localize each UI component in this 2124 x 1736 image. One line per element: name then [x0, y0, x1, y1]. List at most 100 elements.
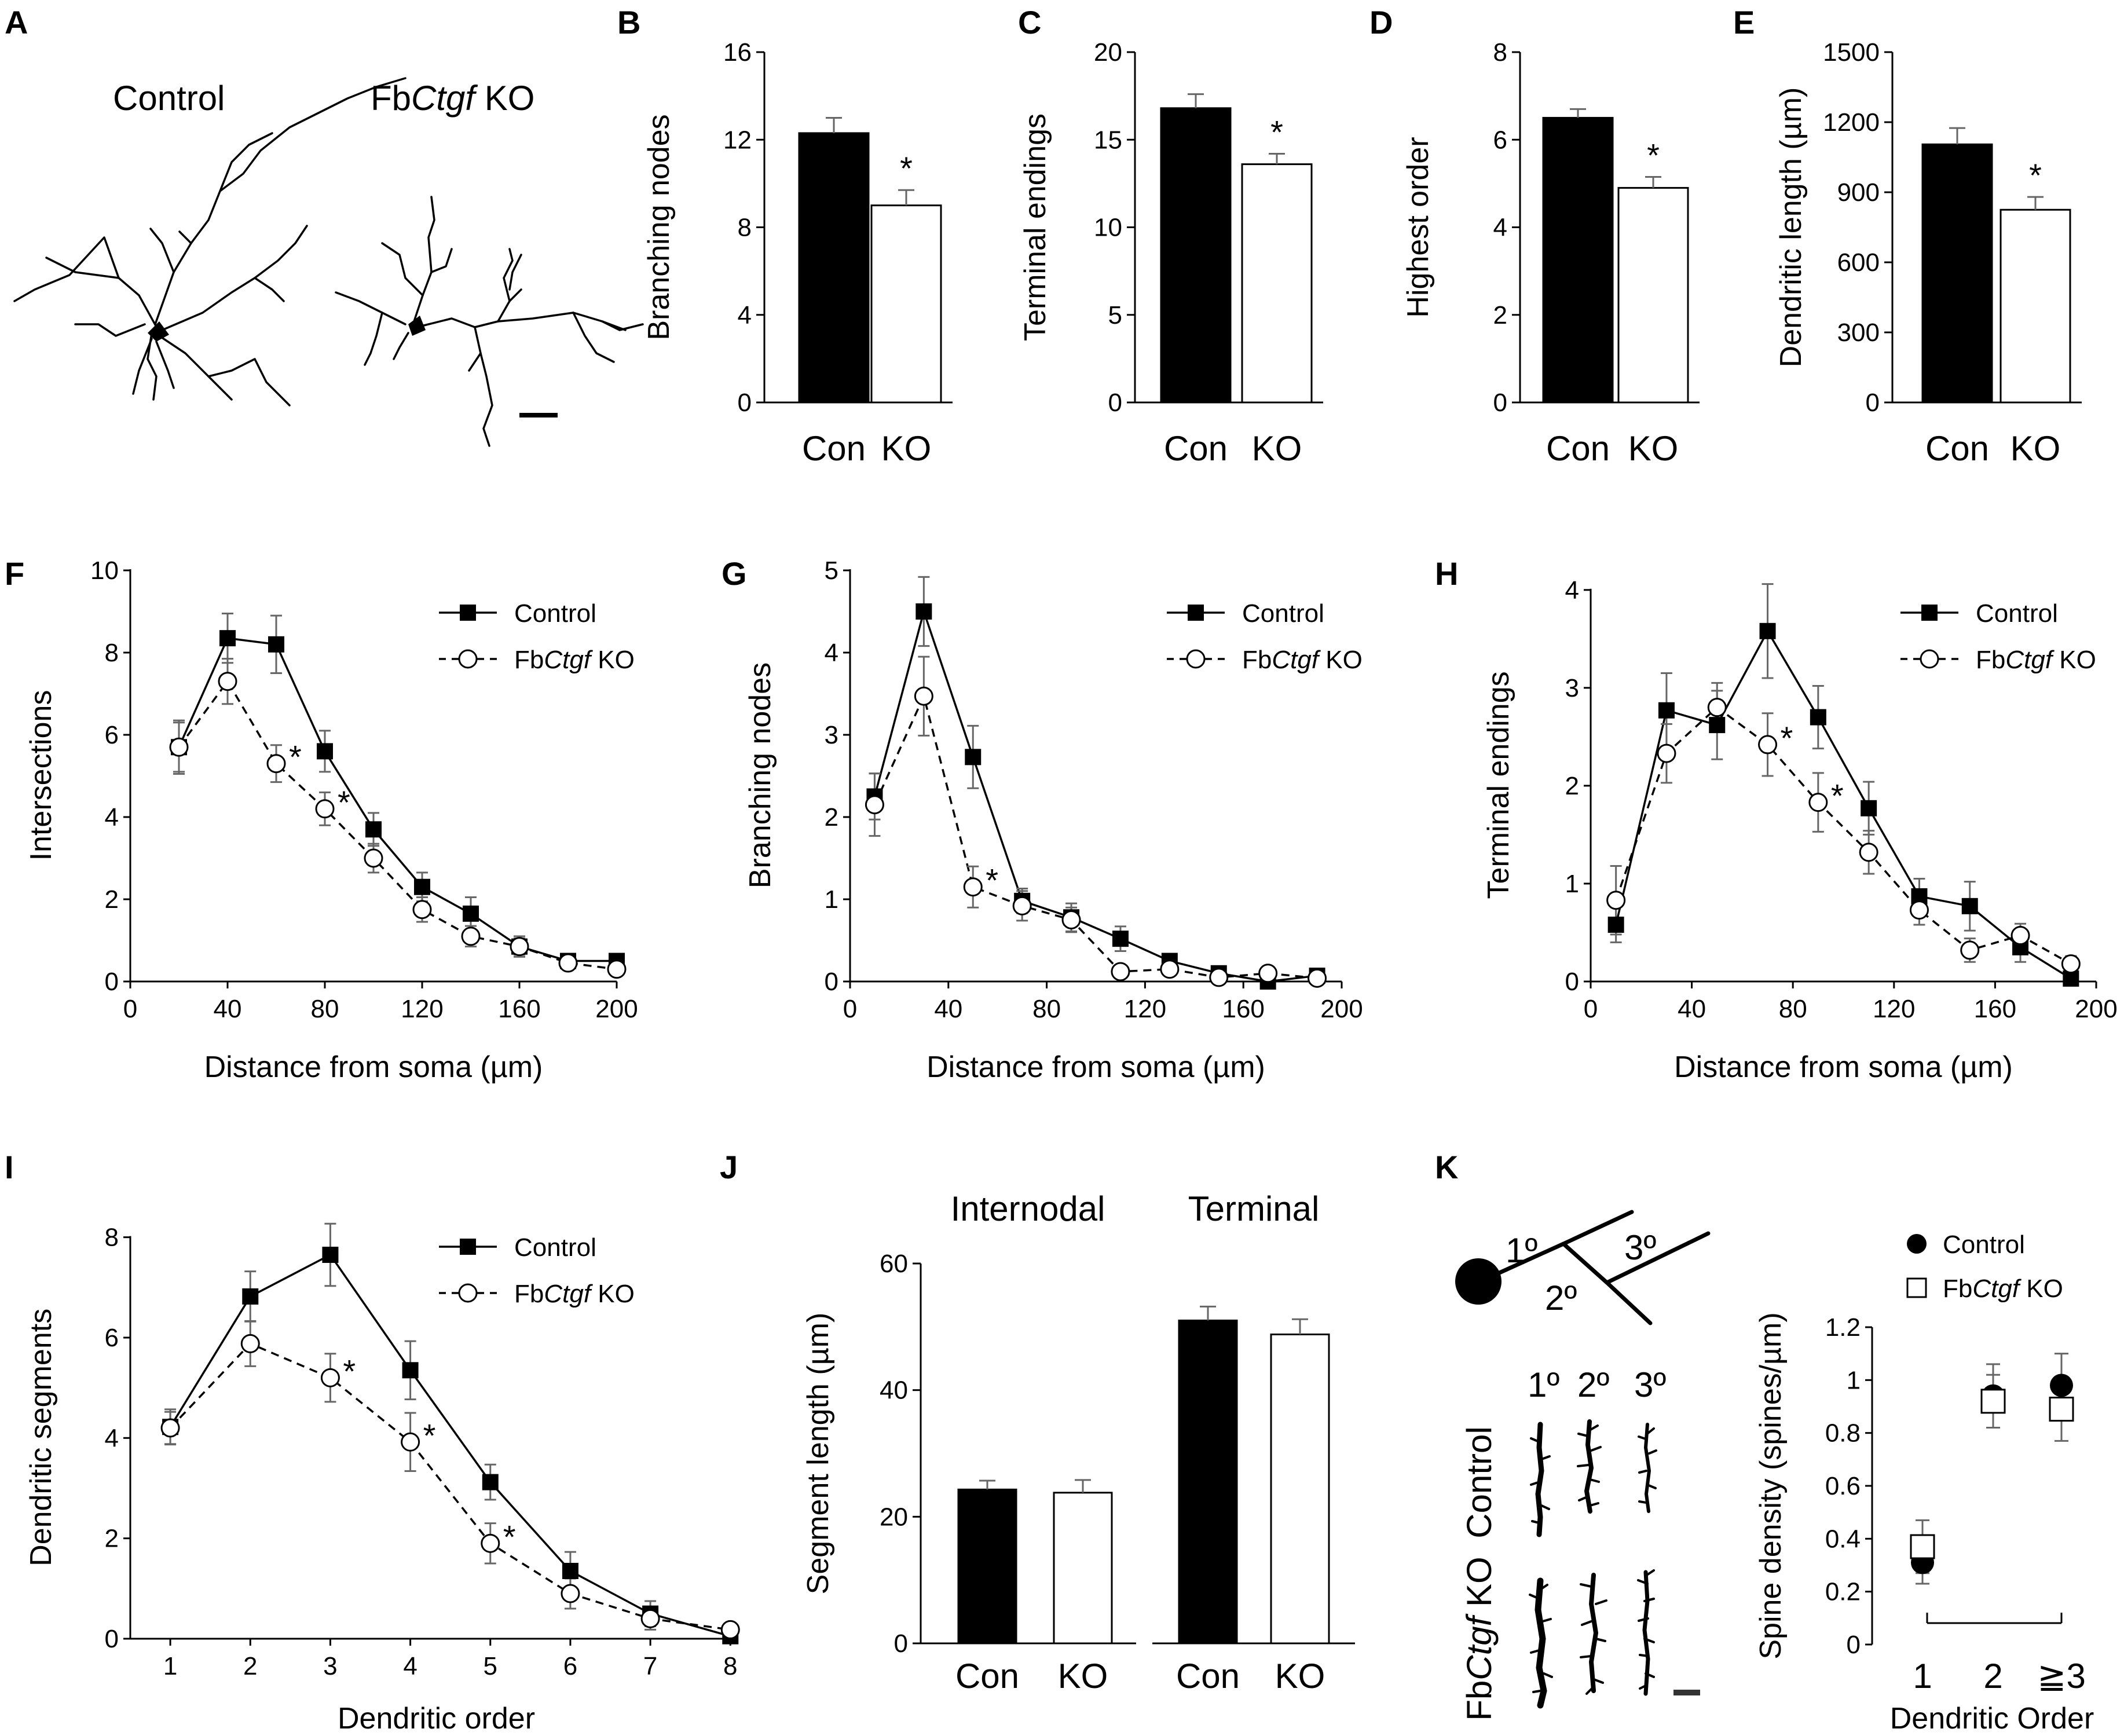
x-tick-label: 200 [595, 995, 638, 1023]
x-tick-label: 40 [214, 995, 242, 1023]
data-point-ko [461, 926, 481, 946]
y-tick-label: 2 [105, 885, 119, 914]
data-point-ko [320, 1368, 340, 1387]
legend-label-ko: FbCtgf KO [1976, 646, 2096, 674]
panel-label-i: I [5, 1149, 14, 1185]
data-point-control [317, 743, 333, 760]
x-tick-label: 4 [403, 1652, 417, 1680]
legend-label-control: Control [1943, 1230, 2025, 1259]
data-point-ko [1160, 959, 1180, 979]
significance-star: * [900, 150, 913, 186]
y-tick-label: 5 [825, 556, 838, 585]
x-tick-label: 120 [1124, 995, 1166, 1023]
significance-star: * [289, 739, 302, 775]
y-tick-label: 10 [90, 556, 119, 585]
x-tick-label: 8 [723, 1652, 737, 1680]
legend-label-ko: FbCtgf KO [514, 1280, 635, 1308]
y-tick-label: 4 [105, 803, 119, 832]
y-tick-label: 0.6 [1825, 1472, 1861, 1500]
x-axis-label: Dendritic Order [1890, 1702, 2094, 1735]
panel-label-b: B [617, 4, 640, 41]
legend-marker-control [1907, 1234, 1927, 1254]
y-axis-label: Branching nodes [744, 662, 777, 888]
legend-marker-ko [1906, 1277, 1927, 1298]
data-point-control [1861, 800, 1877, 816]
data-point-control [322, 1247, 339, 1263]
y-tick-label: 2 [1565, 772, 1579, 800]
panel-j-bar-chart: J 0 20 40 60 Segment length (µm) Con KO Con KO Int… [720, 1149, 1355, 1695]
series-line-ko [169, 1342, 731, 1631]
data-point-ko [1960, 940, 1980, 960]
neuron-ko-title: FbCtgf KO [371, 79, 534, 118]
category-label: Con [955, 1657, 1019, 1695]
panel-label-j: J [720, 1149, 738, 1185]
y-tick-label: 10 [1094, 214, 1122, 242]
category-label: Con [1546, 429, 1610, 468]
data-point-ko [561, 1584, 580, 1603]
panel-e-bar-chart: E 0 300 600 900 1200 1500 Dendritic length (µm)… [1733, 4, 2082, 468]
y-tick-label: 0 [1847, 1631, 1861, 1659]
data-point-ko [1012, 896, 1032, 915]
y-tick-label: 300 [1837, 318, 1880, 347]
panel-label-k: K [1435, 1149, 1458, 1185]
x-tick-label: 2 [1983, 1657, 2002, 1695]
bar-con [1178, 1319, 1238, 1645]
data-point-ko [963, 877, 983, 897]
legend-marker-control [460, 1239, 476, 1255]
data-point-ko [1808, 793, 1828, 812]
data-point-control [482, 1474, 499, 1490]
y-tick-label: 0.8 [1825, 1419, 1861, 1448]
category-label: KO [1275, 1657, 1325, 1695]
x-tick-label: ≧3 [2037, 1657, 2086, 1695]
x-tick-label: 200 [1320, 995, 1363, 1023]
data-point-ko [640, 1609, 660, 1628]
x-axis-label: Dendritic order [338, 1702, 535, 1735]
category-label: Con [1925, 429, 1989, 468]
significance-star: * [2029, 157, 2042, 193]
data-point-ko [1111, 962, 1130, 981]
schematic-branches [1495, 1210, 1711, 1325]
y-tick-label: 0 [825, 968, 838, 996]
y-axis-label: Spine density (spines/µm) [1754, 1312, 1788, 1659]
x-tick-label: 160 [1974, 995, 2016, 1023]
y-tick-label: 0 [1108, 389, 1122, 417]
x-axis-label: Distance from soma (µm) [1674, 1050, 2013, 1084]
panel-i-line-chart: I 0 2 4 6 8 1 2 3 4 5 6 7 8 Dendritic segments Dendriti… [5, 1149, 740, 1735]
data-point-ko [160, 1418, 180, 1438]
significance-star: * [1781, 720, 1793, 756]
schematic-soma [1455, 1258, 1502, 1305]
legend-label-ko: FbCtgf KO [514, 646, 635, 674]
y-tick-label: 0 [1493, 389, 1507, 417]
y-tick-label: 0 [105, 968, 119, 996]
category-label: KO [1628, 429, 1679, 468]
panel-c-bar-chart: C 0 5 10 15 20 Terminal endings Con KO * [1018, 4, 1323, 468]
data-point-ko [1209, 968, 1229, 987]
legend-label-control: Control [514, 599, 596, 628]
data-point-control [414, 878, 430, 895]
x-tick-label: 80 [1032, 995, 1061, 1023]
y-tick-label: 0.2 [1825, 1578, 1861, 1606]
data-point-ko [1606, 891, 1626, 910]
y-tick-label: 1.2 [1825, 1313, 1861, 1342]
category-label: Con [1176, 1657, 1240, 1695]
y-tick-label: 8 [105, 1224, 119, 1252]
legend-marker-ko [1920, 649, 1939, 669]
bar-ko [1270, 1333, 1330, 1645]
y-tick-label: 8 [105, 639, 119, 667]
x-tick-label: 0 [1584, 995, 1598, 1023]
ko-neuron-tracing [335, 196, 644, 447]
y-tick-label: 12 [723, 126, 752, 154]
y-axis-label: Dendritic length (µm) [1774, 87, 1808, 368]
data-point-ko [240, 1334, 260, 1353]
data-point-control [268, 636, 284, 653]
bar-ko [1617, 186, 1689, 404]
data-point-control [1810, 709, 1826, 726]
bar-con [957, 1488, 1017, 1645]
series-line-ko [1614, 706, 2072, 965]
data-point-ko [720, 1620, 740, 1639]
schematic-order-1: 1º [1506, 1231, 1537, 1270]
dendrite-row-control: Control [1460, 1426, 1499, 1538]
ko-soma [408, 316, 426, 336]
y-axis-label: Terminal endings [1019, 113, 1052, 341]
y-tick-label: 1 [825, 885, 838, 914]
